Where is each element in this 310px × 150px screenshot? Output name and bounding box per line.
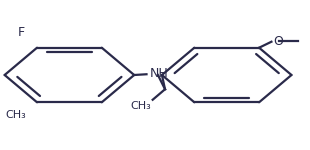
Text: O: O — [273, 35, 283, 48]
Text: CH₃: CH₃ — [6, 110, 26, 120]
Text: CH₃: CH₃ — [131, 101, 151, 111]
Text: F: F — [18, 26, 25, 39]
Text: NH: NH — [150, 67, 168, 80]
